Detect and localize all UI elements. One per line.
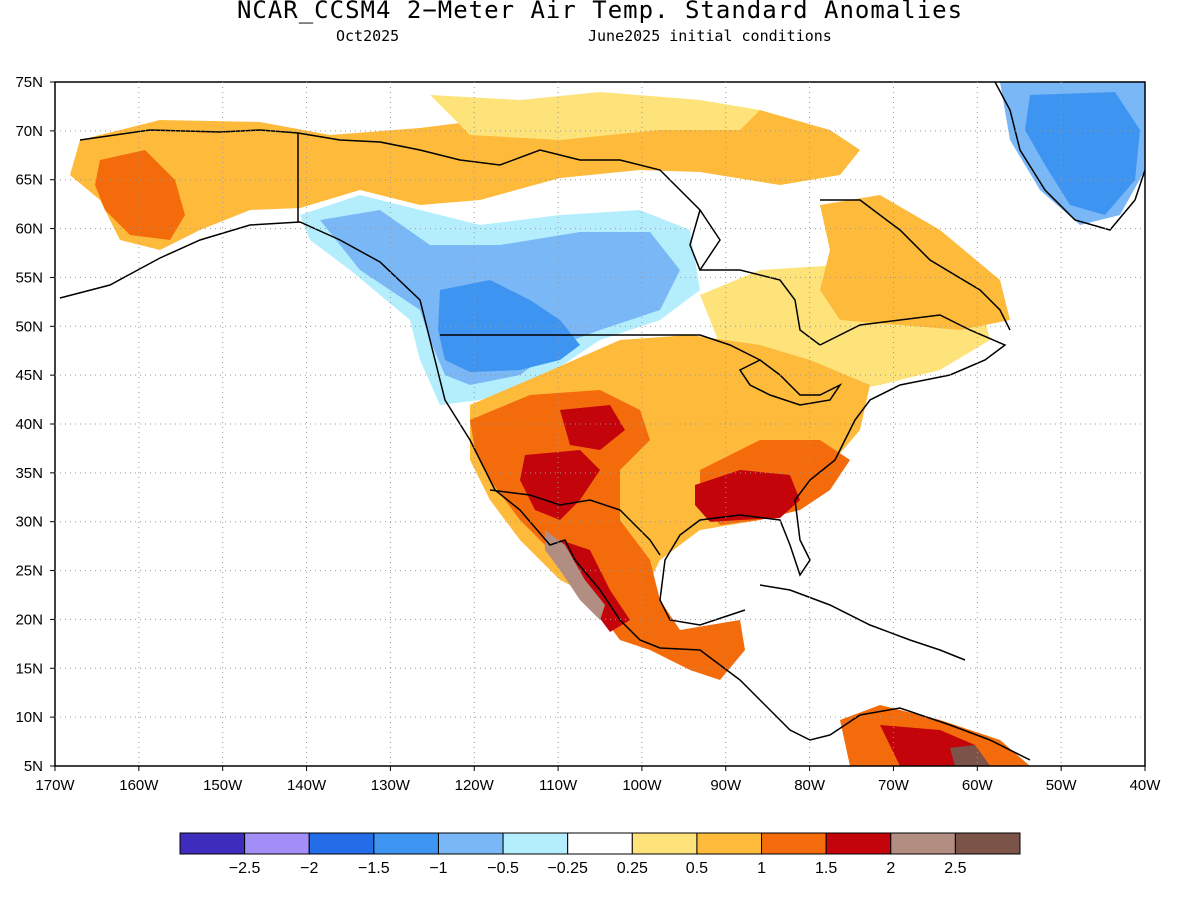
western-alaska-warmer-region [95,150,185,240]
colorbar-label: 0.5 [686,860,708,877]
graticule [55,82,1145,766]
lat-tick-label: 35N [15,465,43,482]
colorbar-swatch [437,832,504,855]
colorbar-label: 2 [886,860,895,877]
colorbar-swatch [502,832,569,855]
lat-tick-label: 75N [15,74,43,91]
arctic-coastline [79,129,721,271]
lon-tick-label: 70W [878,777,910,794]
colorbar-label: −1 [429,860,447,877]
southeast-us-warmest-region [695,470,800,522]
lat-tick-label: 65N [15,172,43,189]
colorbar-swatch [308,832,375,855]
baja-extreme-region [545,530,605,620]
valid-month-label: Oct2025 [336,27,400,45]
four-corners-warmest-region [560,405,625,450]
colorbar-label: −2.5 [229,860,261,877]
colorbar-label: −1.5 [358,860,390,877]
lon-tick-label: 90W [710,777,742,794]
colorbar-label: 1 [757,860,766,877]
great-lakes [738,359,843,406]
colorbar-label: −2 [300,860,318,877]
lat-tick-label: 15N [15,660,43,677]
lon-tick-label: 170W [35,777,75,794]
lat-tick-label: 60N [15,221,43,238]
lon-tick-label: 120W [455,777,495,794]
lat-tick-label: 10N [15,709,43,726]
lon-tick-label: 100W [622,777,662,794]
lat-tick-label: 20N [15,611,43,628]
colorbar-swatch [373,832,439,855]
colorbar-swatch [696,832,763,855]
alaska-coastline [59,221,831,741]
initial-conditions-label: June2025 initial conditions [588,27,832,45]
pacific-northwest-cooler-region [438,280,580,372]
lon-tick-label: 80W [794,777,826,794]
colorbar-legend: −2.5 −2 −1.5 −1 −0.5 −0.25 0.25 0.5 1 1.5 2 2.5 [179,832,1021,877]
colorbar-label: 1.5 [815,860,837,877]
coastlines [59,82,1145,761]
lon-tick-label: 150W [203,777,243,794]
lon-tick-label: 50W [1046,777,1078,794]
alaska-warm-region [70,108,860,250]
colorbar-label: −0.5 [487,860,519,877]
south-america-coastline [829,707,1031,761]
lon-tick-label: 140W [287,777,327,794]
colorbar-swatch [631,832,698,855]
lat-tick-label: 45N [15,367,43,384]
eastern-canada-warm-region [820,195,1010,330]
caribbean-coastline [759,584,966,661]
colorbar-swatch [954,832,1021,855]
lat-tick-label: 30N [15,514,43,531]
lat-tick-label: 40N [15,416,43,433]
lat-tick-label: 70N [15,123,43,140]
labrador-coastline [820,199,1011,331]
map-title: NCAR_CCSM4 2−Meter Air Temp. Standard An… [236,0,964,24]
arctic-islands-warm [430,92,760,140]
lon-tick-label: 60W [962,777,994,794]
lon-tick-label: 110W [539,777,578,794]
lon-tick-label: 40W [1130,777,1162,794]
lon-tick-label: 130W [371,777,411,794]
lat-tick-label: 25N [15,563,43,580]
colorbar-swatch [825,832,892,855]
hudson-bay-coastline [689,209,821,346]
east-coast-coastline [659,314,1007,626]
south-america-extreme-region [950,745,990,766]
lat-tick-label: 50N [15,318,43,335]
lon-tick-label: 160W [119,777,159,794]
colorbar-swatch [179,832,246,855]
us-mexico-border [489,489,661,556]
axis-tick-labels: 5N 10N 15N 20N 25N 30N 35N 40N 45N 50N 55N 60N 65N 70… [15,74,1161,794]
colorbar-label: 0.25 [617,860,648,877]
greenland-coastline [994,82,1145,231]
lat-tick-label: 5N [24,758,43,775]
colorbar-swatch [890,832,956,855]
colorbar-label: −0.25 [547,860,588,877]
us-canada-border [440,334,761,361]
colorbar-swatch [567,832,633,855]
southwest-warmest-region [520,450,600,520]
colorbar-swatch [761,832,827,855]
colorbar-label: 2.5 [944,860,966,877]
greenland-cooler-region [1025,92,1140,215]
lat-tick-label: 55N [15,269,43,286]
colorbar-swatch [244,832,310,855]
